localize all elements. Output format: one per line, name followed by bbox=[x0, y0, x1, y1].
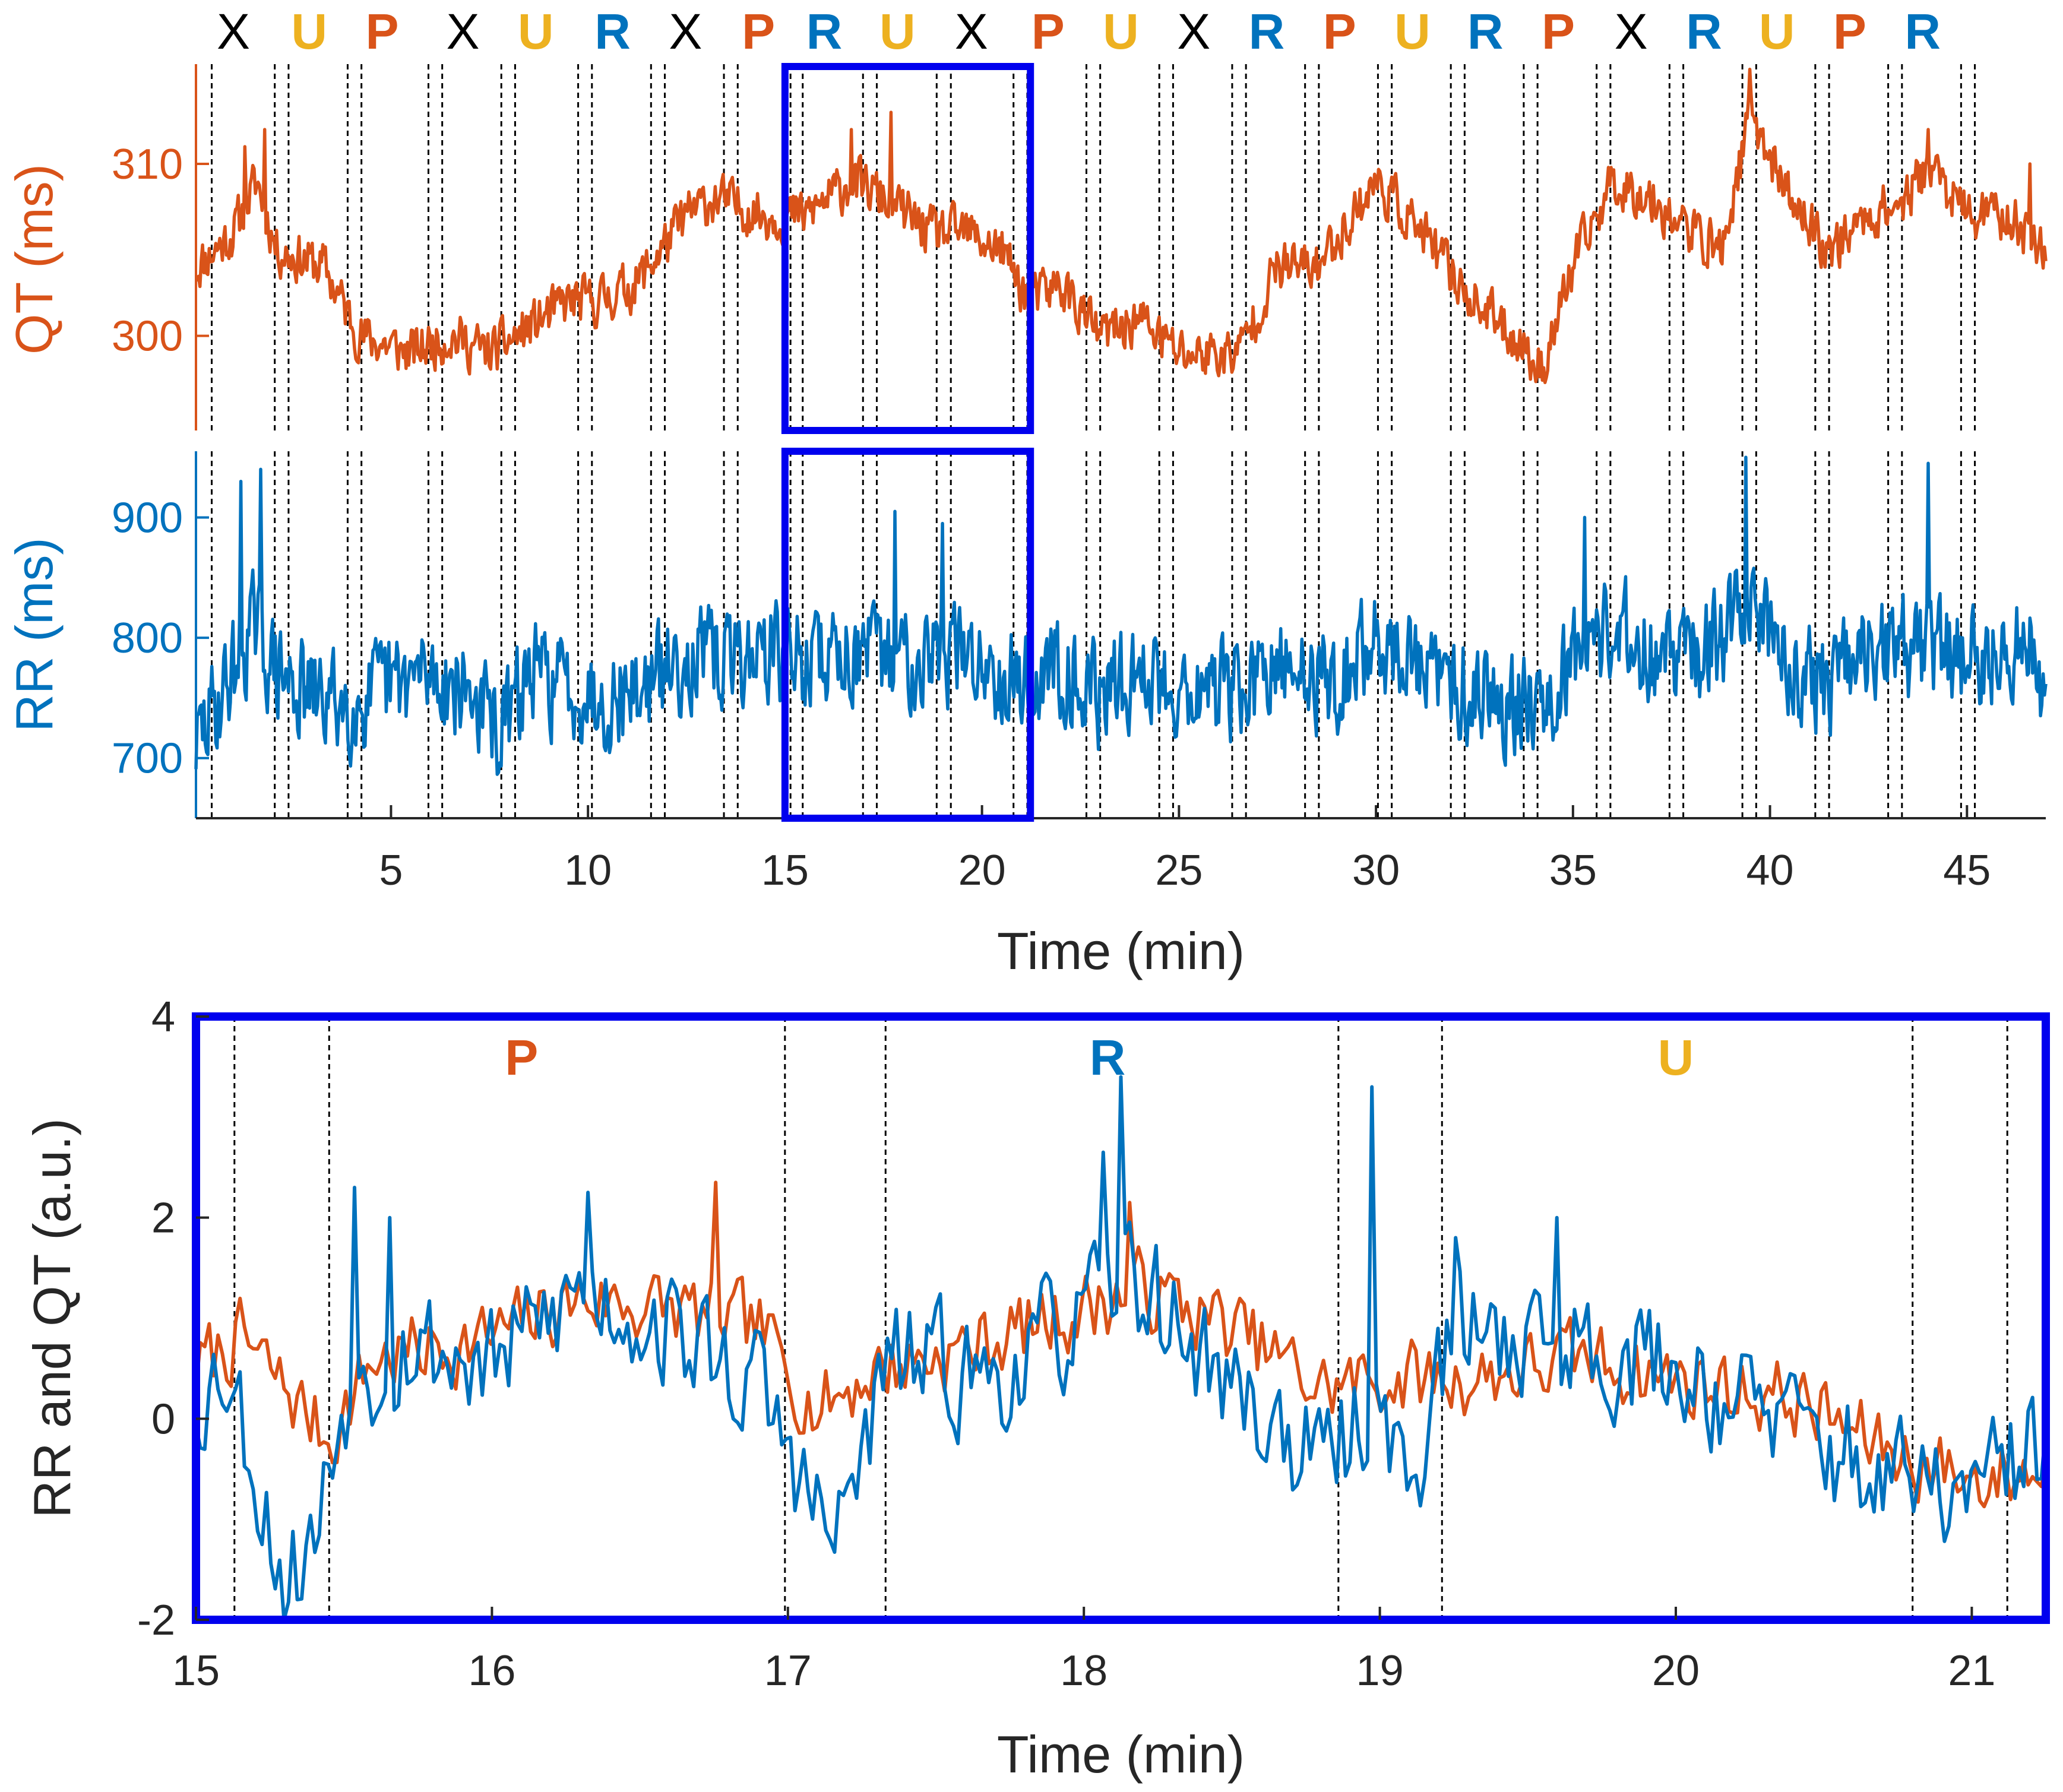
highlight-window bbox=[781, 63, 1034, 822]
sequence-label-8: P bbox=[742, 4, 775, 59]
sequence-label-23: P bbox=[1833, 4, 1866, 59]
top-x-tick-label: 35 bbox=[1549, 847, 1597, 894]
zoom-x-ticks: 15 16 17 18 19 20 21 bbox=[172, 1607, 1995, 1695]
qt-y-ticks: 300 310 bbox=[112, 141, 209, 360]
zoom-x-tick-label: 19 bbox=[1356, 1647, 1404, 1695]
zoom-x-tick-label: 16 bbox=[468, 1647, 515, 1695]
sequence-label-6: R bbox=[594, 4, 631, 59]
zoom-y-tick-label: 0 bbox=[151, 1395, 175, 1443]
rr-y-tick-label: 900 bbox=[112, 494, 183, 542]
top-x-tick-label: 5 bbox=[379, 847, 403, 894]
zoom-y-tick-label: -2 bbox=[137, 1597, 175, 1644]
sequence-label-22: U bbox=[1759, 4, 1795, 59]
sequence-label-24: R bbox=[1904, 4, 1941, 59]
sequence-label-13: U bbox=[1103, 4, 1139, 59]
sequence-label-14: X bbox=[1177, 4, 1210, 59]
zoom-qt-series-line bbox=[194, 1180, 2048, 1509]
sequence-label-9: R bbox=[806, 4, 843, 59]
zoom-x-tick-label: 20 bbox=[1652, 1647, 1700, 1695]
rr-y-axis-label: RR (ms) bbox=[5, 537, 64, 732]
top-x-tick-label: 10 bbox=[564, 847, 612, 894]
sequence-label-16: P bbox=[1323, 4, 1356, 59]
sequence-label-4: X bbox=[446, 4, 479, 59]
zoom-y-ticks: -2 0 2 4 bbox=[137, 993, 209, 1644]
sequence-label-12: P bbox=[1032, 4, 1065, 59]
top-x-tick-label: 15 bbox=[761, 847, 809, 894]
highlight-window-rr bbox=[781, 448, 1034, 822]
top-x-tick-label: 45 bbox=[1943, 847, 1991, 894]
sequence-label-10: U bbox=[879, 4, 916, 59]
sequence-label-11: X bbox=[955, 4, 988, 59]
sequence-label-17: U bbox=[1394, 4, 1431, 59]
zoom-y-axis-label: RR and QT (a.u.) bbox=[23, 1118, 81, 1518]
zoom-x-tick-label: 17 bbox=[764, 1647, 812, 1695]
sequence-label-3: P bbox=[365, 4, 398, 59]
sequence-label-21: R bbox=[1686, 4, 1722, 59]
sequence-label-15: R bbox=[1249, 4, 1285, 59]
top-x-tick-label: 20 bbox=[958, 847, 1006, 894]
qt-subplot: 300 310 QT (ms) bbox=[5, 64, 2048, 430]
rr-subplot: 700 800 900 5 10 15 20 25 30 35 40 45 RR (ms) Time… bbox=[5, 451, 2048, 980]
zoom-segment-label-p: P bbox=[505, 1030, 538, 1085]
sequence-label-18: R bbox=[1467, 4, 1504, 59]
zoom-x-tick-label: 15 bbox=[172, 1647, 220, 1695]
sequence-label-5: U bbox=[518, 4, 554, 59]
qt-series-line bbox=[195, 67, 2048, 384]
qt-y-tick-label: 300 bbox=[112, 313, 183, 360]
top-x-tick-label: 25 bbox=[1155, 847, 1203, 894]
zoom-x-tick-label: 21 bbox=[1948, 1647, 1995, 1695]
sequence-label-2: U bbox=[291, 4, 327, 59]
top-x-ticks: 5 10 15 20 25 30 35 40 45 bbox=[379, 805, 1991, 894]
top-x-tick-label: 40 bbox=[1746, 847, 1794, 894]
zoom-x-axis-label: Time (min) bbox=[997, 1725, 1245, 1784]
zoom-panel-frame bbox=[192, 1012, 2050, 1624]
qt-y-axis-label: QT (ms) bbox=[5, 164, 64, 354]
qt-y-tick-label: 310 bbox=[112, 141, 183, 188]
rr-y-ticks: 700 800 900 bbox=[112, 494, 209, 783]
rr-y-tick-label: 700 bbox=[112, 735, 183, 783]
sequence-label-7: X bbox=[669, 4, 702, 59]
rr-series-line bbox=[194, 455, 2048, 776]
sequence-label-20: X bbox=[1615, 4, 1648, 59]
rr-y-tick-label: 800 bbox=[112, 615, 183, 662]
zoom-x-tick-label: 18 bbox=[1060, 1647, 1108, 1695]
sequence-label-19: P bbox=[1542, 4, 1575, 59]
sequence-label-1: X bbox=[217, 4, 250, 59]
zoom-y-tick-label: 4 bbox=[151, 993, 175, 1041]
highlight-window-qt bbox=[781, 63, 1034, 434]
zoom-y-tick-label: 2 bbox=[151, 1195, 175, 1242]
top-x-tick-label: 30 bbox=[1352, 847, 1400, 894]
zoom-rr-series-line bbox=[194, 1075, 2048, 1622]
zoom-segment-label-u: U bbox=[1658, 1030, 1694, 1085]
top-x-axis-label: Time (min) bbox=[997, 922, 1245, 980]
